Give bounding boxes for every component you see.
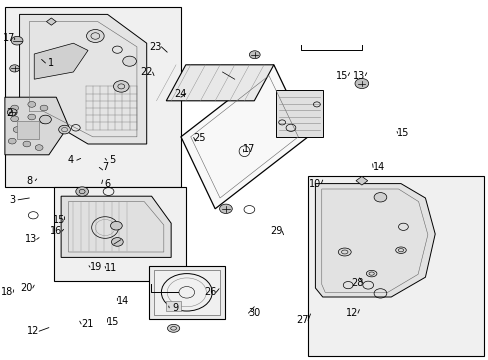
Text: 1: 1 <box>48 58 54 68</box>
Circle shape <box>59 125 70 134</box>
Text: 13: 13 <box>352 71 365 81</box>
Circle shape <box>13 127 21 132</box>
Ellipse shape <box>338 248 350 256</box>
Text: 2: 2 <box>7 108 13 118</box>
Text: 12: 12 <box>27 326 40 336</box>
Bar <box>17 121 39 139</box>
Polygon shape <box>34 43 88 79</box>
Text: 7: 7 <box>102 162 108 172</box>
Polygon shape <box>61 196 171 257</box>
Text: 29: 29 <box>269 226 282 236</box>
Circle shape <box>11 105 19 111</box>
Text: 15: 15 <box>107 317 120 327</box>
Text: 10: 10 <box>308 179 321 189</box>
Text: 23: 23 <box>149 42 162 52</box>
Text: 14: 14 <box>372 162 385 172</box>
Ellipse shape <box>167 324 180 332</box>
Text: 17: 17 <box>243 144 255 154</box>
Circle shape <box>10 65 20 72</box>
Polygon shape <box>355 176 367 185</box>
Text: 25: 25 <box>193 132 205 143</box>
Text: 20: 20 <box>20 283 33 293</box>
Bar <box>307 176 483 356</box>
Circle shape <box>7 109 17 116</box>
Circle shape <box>28 114 36 120</box>
Text: 30: 30 <box>247 308 260 318</box>
Circle shape <box>86 30 104 42</box>
Text: 28: 28 <box>350 278 363 288</box>
Circle shape <box>113 81 129 92</box>
Text: 15: 15 <box>52 215 65 225</box>
Text: 6: 6 <box>104 179 110 189</box>
Circle shape <box>111 238 123 246</box>
Text: 13: 13 <box>24 234 37 244</box>
Circle shape <box>40 118 48 123</box>
Text: 4: 4 <box>68 155 74 165</box>
Text: 27: 27 <box>295 315 308 325</box>
Circle shape <box>373 193 386 202</box>
Circle shape <box>11 36 23 45</box>
Circle shape <box>76 187 88 196</box>
Circle shape <box>35 145 43 150</box>
Text: 14: 14 <box>117 296 129 306</box>
Circle shape <box>249 51 260 59</box>
Polygon shape <box>181 65 307 209</box>
Circle shape <box>122 56 136 66</box>
Bar <box>276 90 322 137</box>
Polygon shape <box>20 14 146 144</box>
Circle shape <box>110 221 122 230</box>
Text: 12: 12 <box>345 308 358 318</box>
Polygon shape <box>166 65 273 101</box>
Polygon shape <box>5 97 68 155</box>
Circle shape <box>25 129 33 134</box>
Circle shape <box>28 102 36 107</box>
Text: 3: 3 <box>9 195 15 205</box>
Ellipse shape <box>395 247 406 253</box>
Text: 24: 24 <box>173 89 186 99</box>
Text: 15: 15 <box>335 71 348 81</box>
Polygon shape <box>315 184 434 297</box>
Circle shape <box>8 138 16 144</box>
Text: 17: 17 <box>2 33 15 43</box>
Text: 19: 19 <box>89 262 102 272</box>
Text: 8: 8 <box>26 176 32 186</box>
Bar <box>5 7 181 187</box>
Circle shape <box>219 204 232 213</box>
Text: 18: 18 <box>1 287 14 297</box>
Circle shape <box>11 116 19 122</box>
Text: 26: 26 <box>203 287 216 297</box>
Text: 5: 5 <box>109 155 115 165</box>
Circle shape <box>354 78 368 89</box>
Text: 11: 11 <box>105 263 118 273</box>
Circle shape <box>40 115 51 124</box>
Text: 15: 15 <box>396 128 409 138</box>
Bar <box>166 301 181 311</box>
Polygon shape <box>46 18 56 25</box>
Text: 21: 21 <box>81 319 93 329</box>
Circle shape <box>40 105 48 111</box>
Bar <box>149 266 224 319</box>
Bar <box>154 270 220 315</box>
Ellipse shape <box>366 270 376 277</box>
Text: 16: 16 <box>50 226 62 236</box>
Bar <box>54 187 185 281</box>
Text: 9: 9 <box>172 303 178 313</box>
Circle shape <box>23 141 31 147</box>
Text: 22: 22 <box>140 67 153 77</box>
